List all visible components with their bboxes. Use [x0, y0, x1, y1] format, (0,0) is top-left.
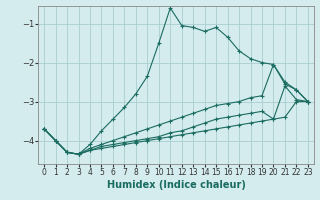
X-axis label: Humidex (Indice chaleur): Humidex (Indice chaleur) [107, 180, 245, 190]
